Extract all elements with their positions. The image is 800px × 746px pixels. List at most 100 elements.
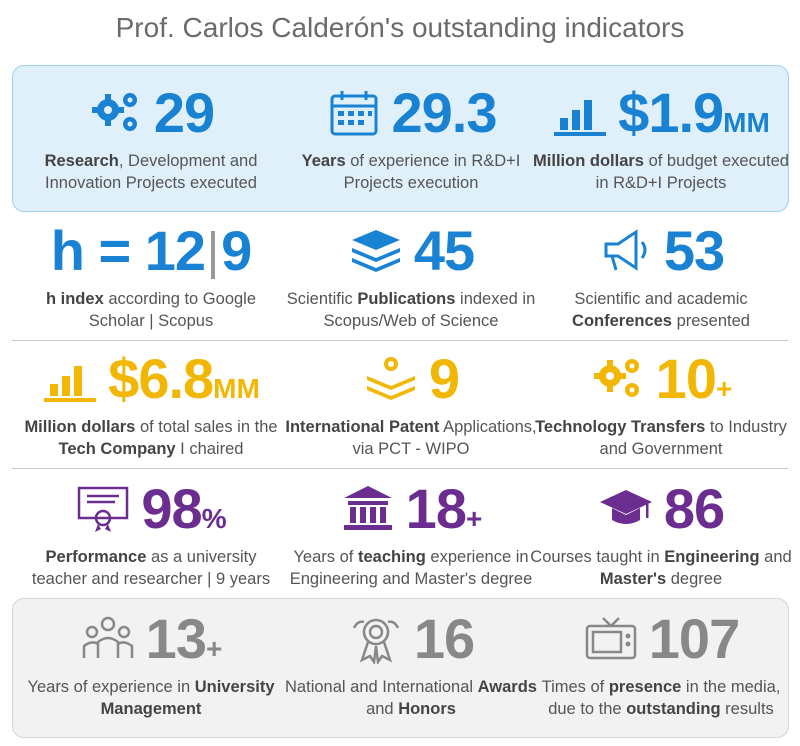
label-text: Courses taught in [530, 548, 665, 566]
indicator-courses: 86 Courses taught in Engineering and Mas… [530, 478, 792, 590]
bar-chart-icon [552, 88, 608, 138]
indicator-value: 29 [153, 81, 215, 144]
tv-icon [583, 614, 639, 664]
label-bold: Master's [599, 570, 667, 588]
label-text: as a university teacher and researcher |… [31, 548, 271, 588]
indicator-awards: 16 National and International Awards and… [280, 608, 542, 720]
label-text: results [720, 700, 774, 718]
label-text: Times of [541, 678, 609, 696]
value-main: $1.9 [618, 81, 724, 144]
graduation-cap-icon [598, 484, 654, 534]
label-text: Applications, via PCT - WIPO [352, 418, 537, 458]
label-bold: outstanding [626, 700, 721, 718]
gears-icon [88, 88, 144, 138]
value-main: h = 12 [50, 218, 206, 282]
divider [12, 468, 788, 469]
value-main: 18 [405, 477, 467, 540]
label-text: in the media, due to the [548, 678, 781, 718]
label-text: and [759, 548, 792, 566]
indicator-value: 10+ [656, 351, 733, 407]
label-bold: teaching [357, 548, 426, 566]
label-bold: Performance [45, 548, 147, 566]
highlight-panel-blue [12, 65, 789, 212]
layers-icon [348, 226, 404, 276]
value-suffix: % [201, 503, 227, 534]
indicator-university-management: 13+ Years of experience in University Ma… [20, 608, 282, 720]
indicator-total-sales: $6.8MM Million dollars of total sales in… [20, 348, 282, 460]
label-text: indexed in Scopus/Web of Science [323, 290, 536, 330]
divider [12, 340, 788, 341]
label-text: presented [671, 312, 750, 330]
label-text: according to Google Scholar | Scopus [88, 290, 257, 330]
value-main: 13 [145, 607, 207, 670]
indicator-media-presence: 107 Times of presence in the media, due … [530, 608, 792, 720]
label-bold: Engineering [664, 548, 760, 566]
label-text: of budget executed in R&D+I Projects [595, 152, 789, 192]
page-title: Prof. Carlos Calderón's outstanding indi… [115, 12, 685, 43]
label-text: Years of experience in [27, 678, 195, 696]
label-text: Scientific and academic [574, 290, 748, 308]
indicator-value: 53 [663, 219, 725, 282]
label-bold: University Management [100, 678, 275, 718]
highlight-panel-gray [12, 598, 789, 738]
indicator-teaching-years: 18+ Years of teaching experience in Engi… [280, 478, 542, 590]
indicator-value: 16 [413, 607, 475, 670]
indicator-patents: 9 International Patent Applications, via… [280, 348, 542, 460]
institution-icon [340, 484, 396, 534]
label-text: of experience in R&D+I Projects executio… [343, 152, 521, 192]
indicator-budget: $1.9MM Million dollars of budget execute… [530, 82, 792, 194]
label-text: National and International [285, 678, 478, 696]
megaphone-icon [598, 226, 654, 276]
value-main: 10 [655, 347, 717, 410]
indicator-conferences: 53 Scientific and academic Conferences p… [530, 220, 792, 332]
value-main: 98 [141, 477, 202, 540]
label-text: Years of [293, 548, 358, 566]
indicator-value: $1.9MM [618, 85, 770, 141]
label-text: degree [666, 570, 723, 588]
label-text: , Development and Innovation Projects ex… [45, 152, 258, 192]
value-suffix: + [205, 633, 223, 664]
indicator-value: 45 [413, 219, 475, 282]
indicator-years-rdi: 29.3 Years of experience in R&D+I Projec… [280, 82, 542, 194]
indicator-research-projects: 29 Research, Development and Innovation … [20, 82, 282, 194]
label-bold: Million dollars [24, 418, 136, 436]
label-text: I chaired [175, 440, 244, 458]
label-bold: Conferences [572, 312, 672, 330]
label-text: Scientific [286, 290, 358, 308]
indicator-publications: 45 Scientific Publications indexed in Sc… [280, 220, 542, 332]
indicator-value: 86 [663, 477, 725, 540]
indicator-value: 9 [428, 347, 460, 410]
value-secondary: 9 [221, 218, 252, 282]
award-icon [348, 614, 404, 664]
patent-layers-icon [363, 354, 419, 404]
value-suffix: MM [213, 373, 260, 404]
label-bold: Technology Transfers [535, 418, 706, 436]
value-suffix: MM [723, 107, 770, 138]
bar-chart-icon [42, 354, 98, 404]
calendar-icon [326, 88, 382, 138]
indicator-value: h = 12 9 [51, 222, 252, 280]
value-suffix: + [715, 373, 733, 404]
label-bold: International Patent [285, 418, 440, 436]
label-bold: Years [301, 152, 346, 170]
indicator-value: 107 [648, 607, 740, 670]
indicator-performance: 98% Performance as a university teacher … [20, 478, 282, 590]
label-bold: Tech Company [58, 440, 176, 458]
label-bold: Million dollars [533, 152, 644, 170]
value-suffix: + [465, 503, 483, 534]
label-bold: Publications [357, 290, 456, 308]
team-icon [80, 614, 136, 664]
gears-icon [590, 354, 646, 404]
label-bold: Honors [398, 700, 456, 718]
label-text: experience in Engineering and Master's d… [289, 548, 533, 588]
label-bold: h index [45, 290, 104, 308]
indicator-value: $6.8MM [108, 351, 260, 407]
label-bold: presence [608, 678, 682, 696]
label-text: and [366, 700, 399, 718]
indicator-value: 13+ [146, 611, 223, 667]
value-main: $6.8 [108, 347, 214, 410]
label-bold: Research [44, 152, 119, 170]
separator-bar [211, 231, 216, 280]
indicator-value: 98% [141, 481, 226, 537]
label-bold: Awards [477, 678, 537, 696]
